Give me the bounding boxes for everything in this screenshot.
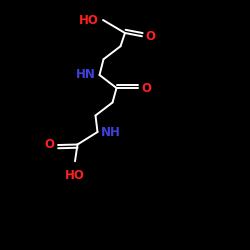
Text: HO: HO xyxy=(79,14,99,26)
Text: HO: HO xyxy=(65,169,85,182)
Text: HN: HN xyxy=(76,68,96,82)
Text: NH: NH xyxy=(101,126,121,138)
Text: O: O xyxy=(146,30,156,43)
Text: O: O xyxy=(44,138,54,151)
Text: O: O xyxy=(142,82,152,94)
